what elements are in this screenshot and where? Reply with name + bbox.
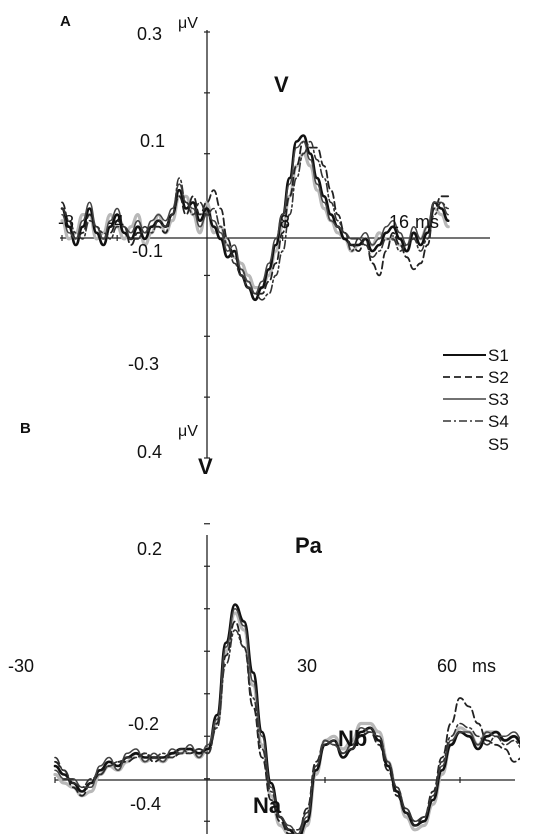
panel-a-y-unit: μV <box>178 15 198 32</box>
panel-b-y-tick-marks <box>204 523 210 822</box>
panel-b-y-tick-label-neg-0.4: -0.4 <box>130 794 161 814</box>
panel-b-y-tick-label-neg-0.2: -0.2 <box>128 714 159 734</box>
legend-label-s1: S1 <box>488 346 509 365</box>
panel-b-x-tick-marks <box>54 777 461 783</box>
panel-a-y-tick-label-0.1: 0.1 <box>140 131 165 151</box>
panel-a-series-s4 <box>61 140 449 301</box>
panel-a-letter: A <box>60 13 71 30</box>
panel-b: B V 0.2 -0.2 -0.4 -30 30 60 ms Pa Nb Na <box>8 420 520 834</box>
panel-b-x-tick-label-neg30: -30 <box>8 656 34 676</box>
legend-line-samples <box>443 354 486 422</box>
panel-a-y-tick-label-neg-0.3: -0.3 <box>128 354 159 374</box>
panel-a-series-s1 <box>60 134 450 302</box>
panel-a-y-tick-label-0.3: 0.3 <box>137 24 162 44</box>
panel-b-series-s4 <box>54 629 520 831</box>
legend: S1 S2 S3 S4 S5 <box>443 346 509 454</box>
panel-a-y-tick-label-0.4: 0.4 <box>137 442 162 462</box>
panel-a-x-tick-label-neg4: -4 <box>108 212 124 232</box>
panel-b-peak-label-pa: Pa <box>295 533 323 558</box>
panel-a-y-unit-bottom: μV <box>178 423 198 440</box>
panel-b-y-tick-label-0.2: 0.2 <box>137 539 162 559</box>
panel-b-x-tick-label-60: 60 <box>437 656 457 676</box>
panel-a-x-tick-label-neg8: -8 <box>58 212 74 232</box>
panel-a-x-unit: ms <box>415 212 439 232</box>
panel-a-series <box>60 134 450 302</box>
panel-b-peak-label-na: Na <box>253 793 282 818</box>
panel-b-letter: B <box>20 420 31 437</box>
panel-b-peak-label-nb: Nb <box>338 726 367 751</box>
panel-a-x-tick-label-16: 16 <box>389 212 409 232</box>
legend-label-s3: S3 <box>488 390 509 409</box>
legend-label-s4: S4 <box>488 412 509 431</box>
panel-a-x-tick-label-8: 8 <box>280 212 290 232</box>
legend-label-s2: S2 <box>488 368 509 387</box>
panel-a: A 0.3 μV 0.1 -0.1 -0.3 0.4 μV -8 -4 8 16… <box>58 13 490 462</box>
legend-label-s5: S5 <box>488 435 509 454</box>
panel-b-wave-v-label: V <box>198 454 213 479</box>
panel-b-x-tick-label-30: 30 <box>297 656 317 676</box>
panel-b-x-unit: ms <box>472 656 496 676</box>
panel-a-wave-v-label: V <box>274 72 289 97</box>
panel-a-y-tick-label-neg-0.1: -0.1 <box>132 241 163 261</box>
